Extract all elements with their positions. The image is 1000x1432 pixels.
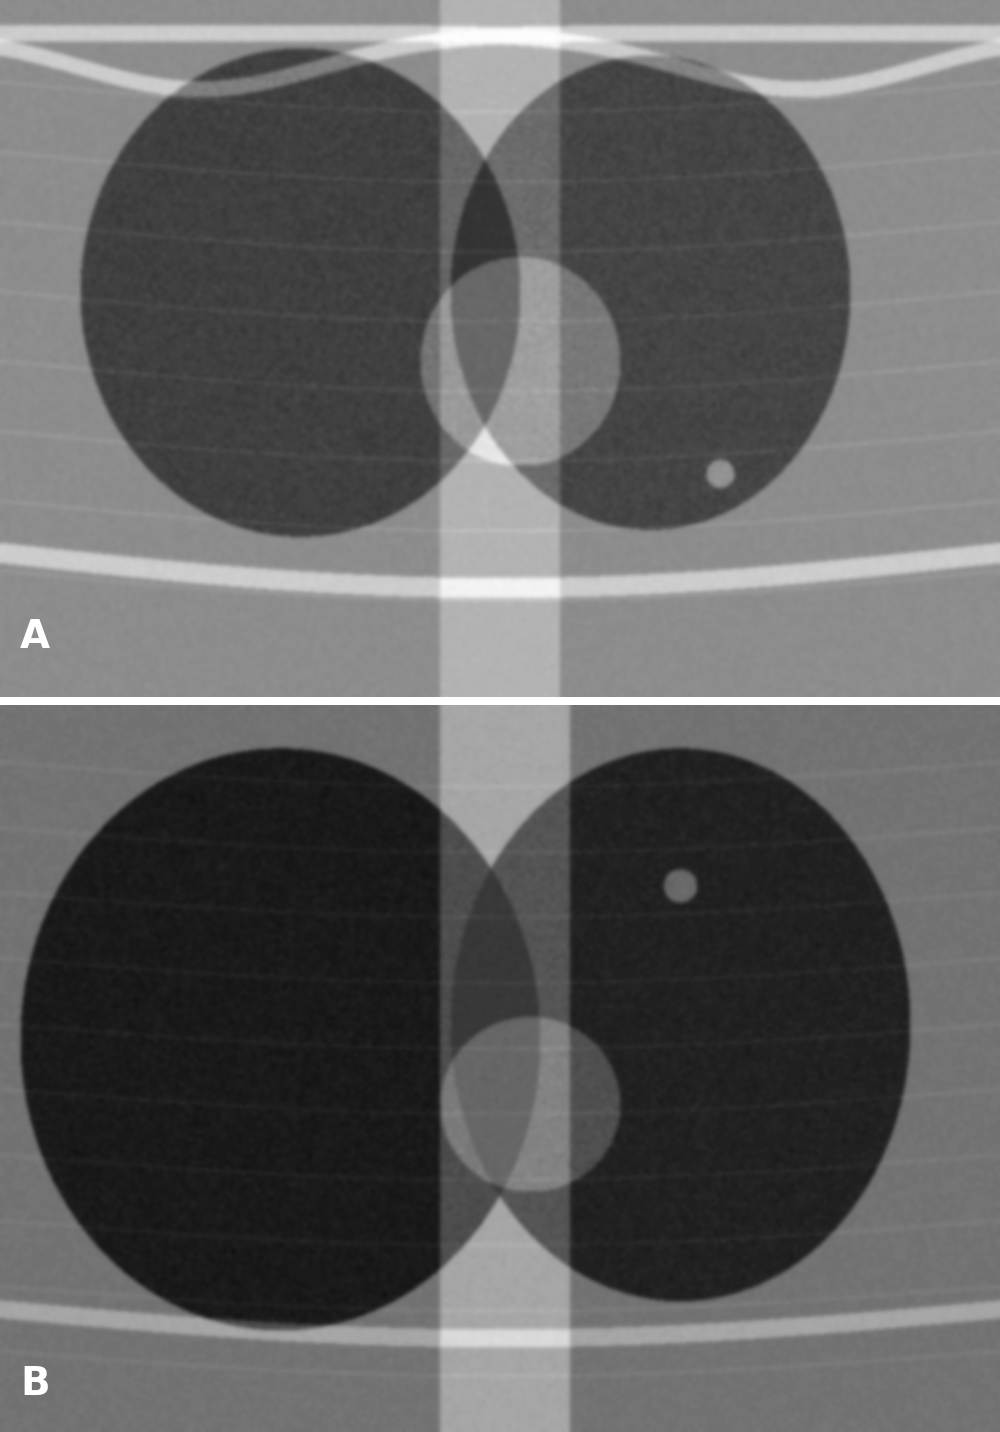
Text: B: B: [20, 1365, 50, 1403]
Text: A: A: [20, 617, 50, 656]
